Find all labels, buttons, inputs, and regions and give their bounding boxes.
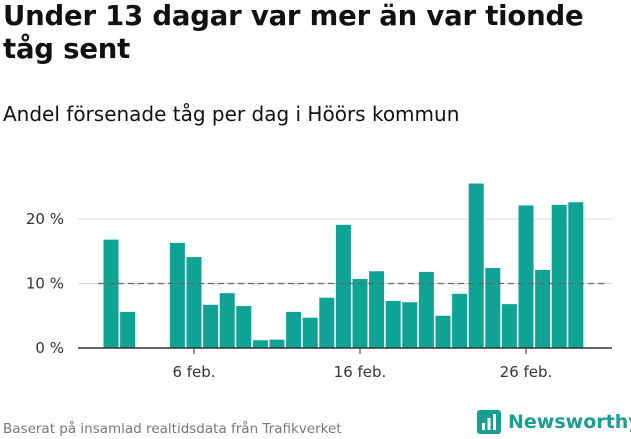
x-tick-label: 16 feb. [334,363,387,381]
bar [551,204,567,348]
bar [186,257,202,348]
newsworthy-logo-icon [477,410,501,434]
bar [252,340,268,348]
y-axis-ticks: 0 % 10 % 20 % [26,210,64,357]
x-axis-ticks: 6 feb. 16 feb. 26 feb. [172,348,552,381]
bar [219,293,235,348]
bar [501,304,517,348]
bar [402,302,418,348]
bar [269,339,285,348]
bar [352,278,368,348]
bar [369,271,385,348]
bar [203,304,219,348]
brand-logo: Newsworthy [476,408,631,436]
bar [286,311,302,348]
bar [103,239,119,348]
bars [103,183,584,348]
chart-title: Under 13 dagar var mer än var tionde tåg… [3,0,584,65]
bar [568,202,584,348]
bar [468,183,484,348]
chart-subtitle: Andel försenade tåg per dag i Höörs komm… [3,102,460,126]
bar [319,297,335,348]
bar [535,269,551,348]
y-tick-label: 20 % [26,210,64,228]
bar-chart: 0 % 10 % 20 % 6 feb. 16 feb. 26 feb. [26,183,612,381]
bar [385,300,401,348]
y-tick-label: 10 % [26,275,64,293]
bar [518,205,534,348]
bar [236,306,252,348]
bar [120,311,136,348]
bar [169,242,185,348]
bar [485,268,501,348]
x-tick-label: 6 feb. [172,363,215,381]
bar [302,317,318,348]
bar [335,224,351,348]
bar [435,315,451,348]
bar [418,271,434,348]
brand-name: Newsworthy [508,411,631,433]
source-note: Baserat på insamlad realtidsdata från Tr… [3,421,342,437]
y-tick-label: 0 % [35,339,64,357]
bar [452,293,468,348]
x-tick-label: 26 feb. [500,363,553,381]
